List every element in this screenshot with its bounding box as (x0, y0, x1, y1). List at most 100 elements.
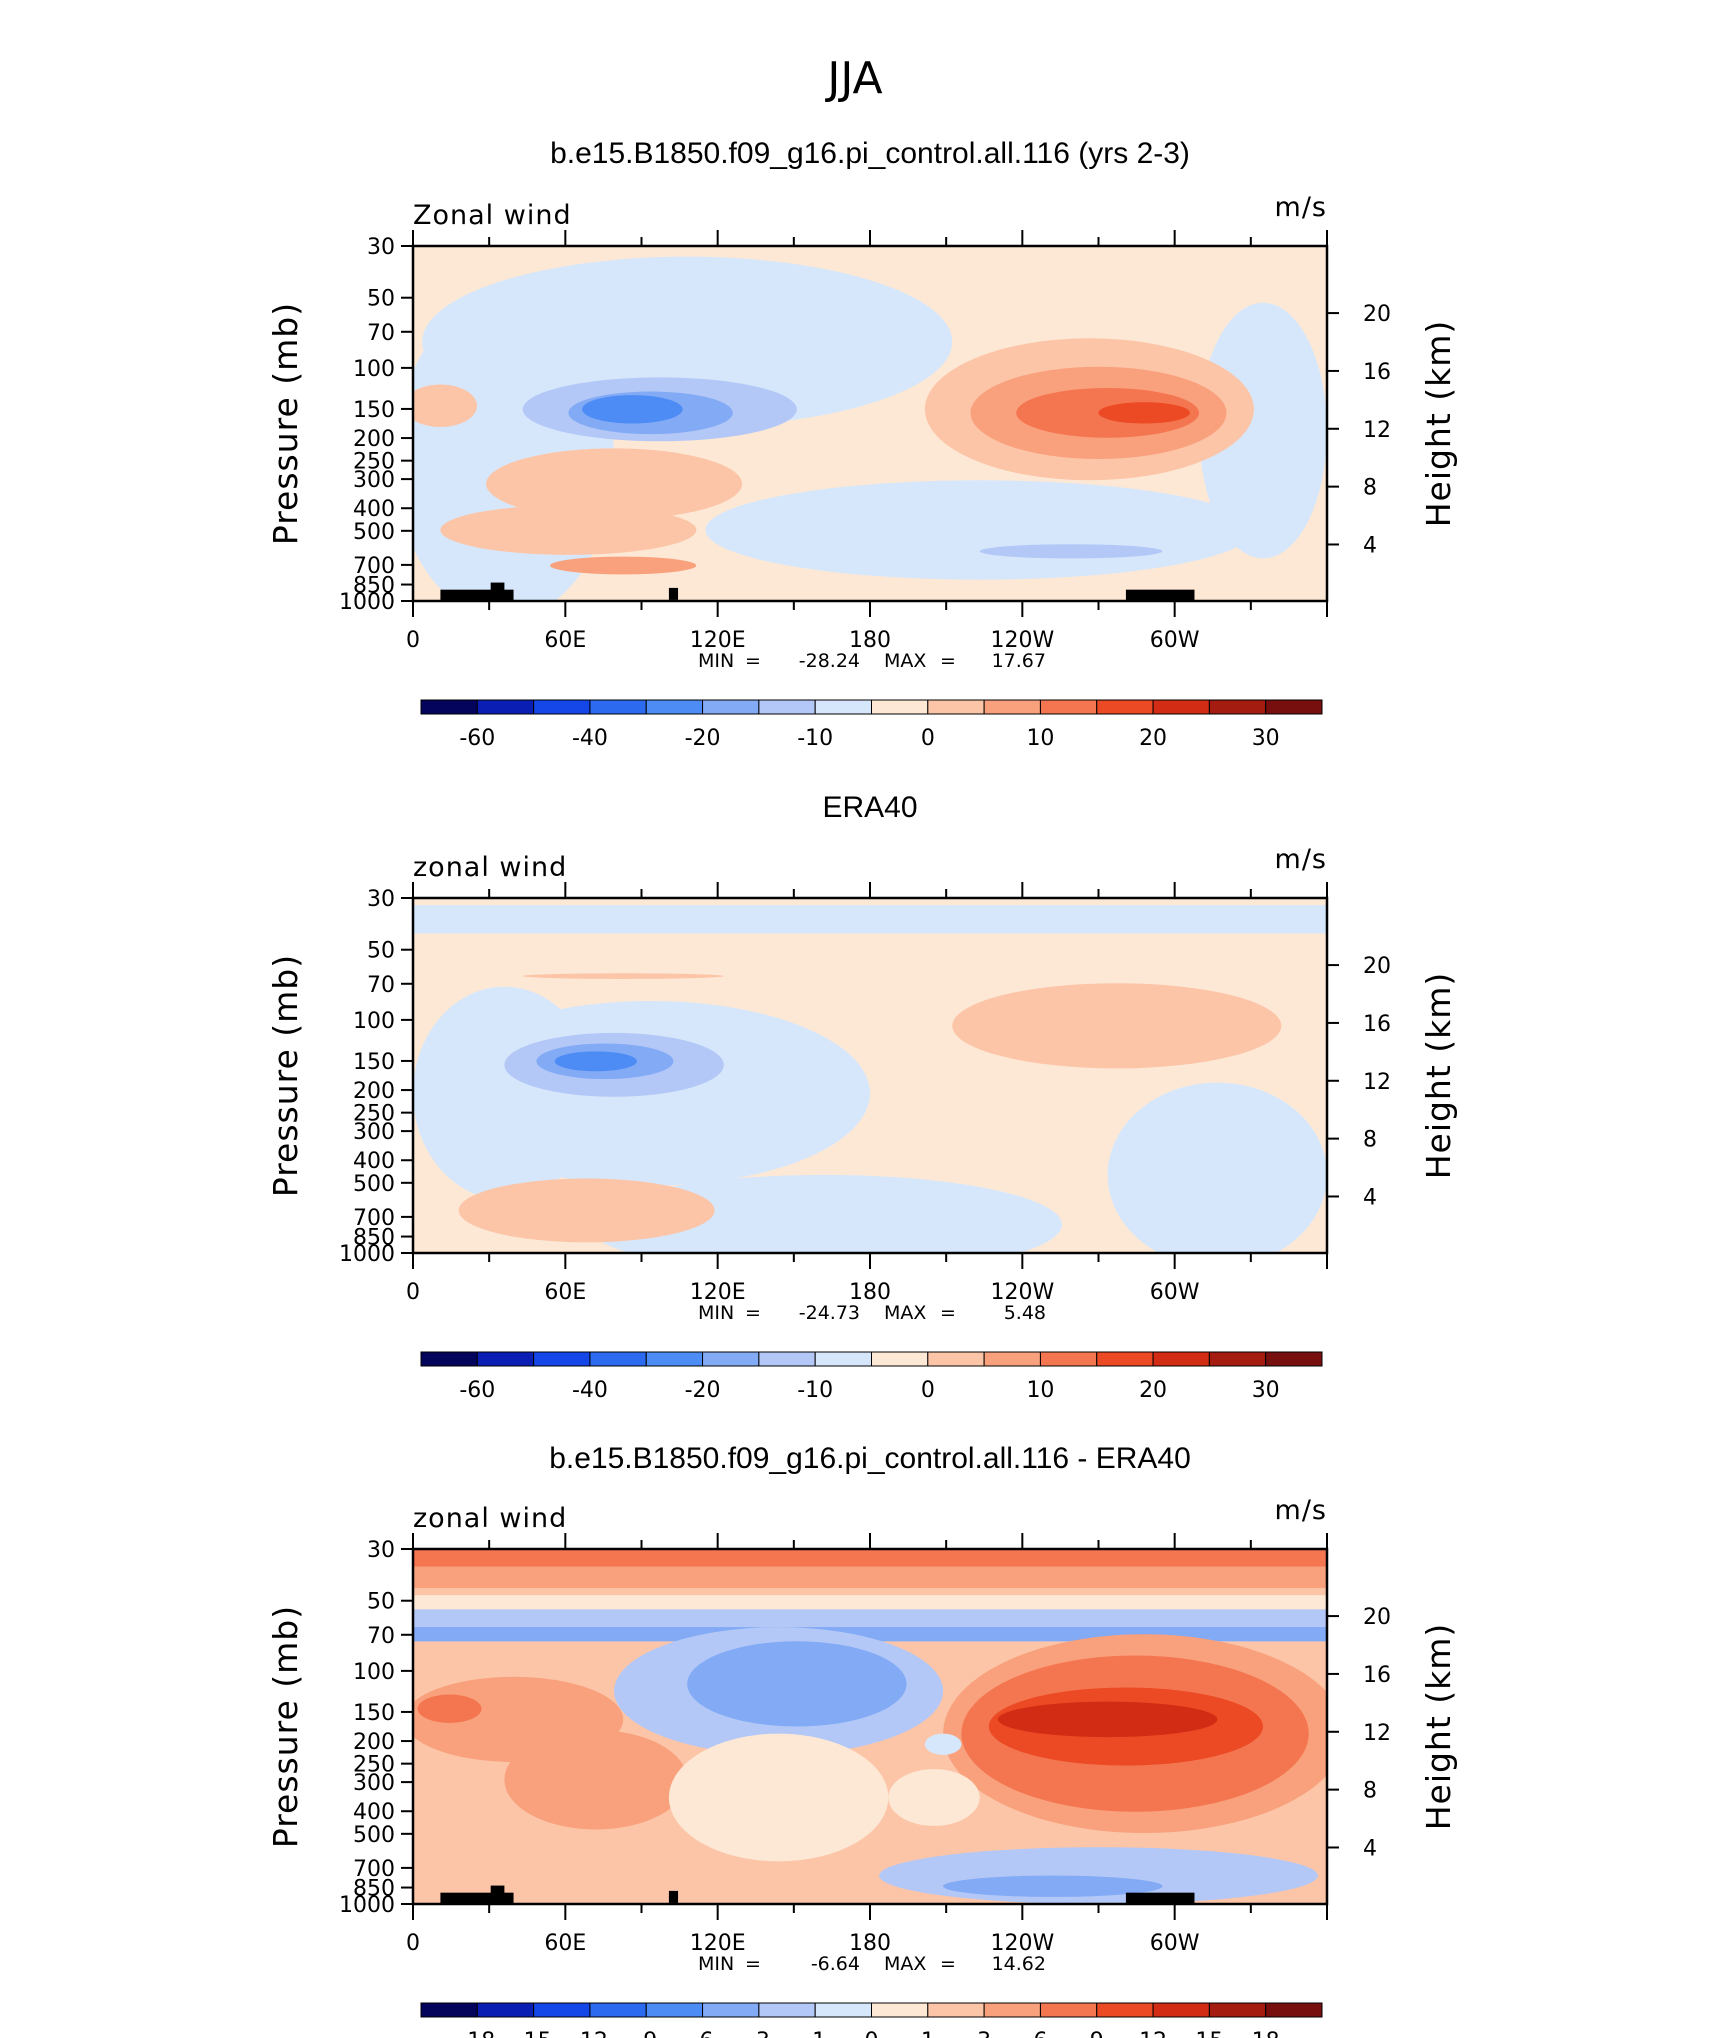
x-tick-label: 120E (690, 1280, 746, 1305)
colorbar-swatch (1039, 699, 1098, 715)
colorbar-label: 18 (1252, 2029, 1280, 2038)
contour-band (1107, 1082, 1327, 1253)
colorbar-label: -18 (459, 2029, 495, 2038)
colorbar-swatch (589, 1351, 647, 1367)
y-tick-label: 200 (353, 1730, 395, 1755)
variable-label: Zonal wind (413, 200, 572, 231)
colorbar-swatch (983, 1351, 1041, 1367)
y-tick-label: 300 (353, 1120, 395, 1145)
colorbar-swatch (702, 699, 760, 715)
contour-band (924, 1733, 962, 1755)
colorbar-swatch (1096, 2002, 1154, 2018)
max-label: MAX (884, 1953, 926, 1975)
units-label: m/s (1275, 844, 1327, 875)
colorbar-swatch (871, 1351, 929, 1367)
y-tick-label: 250 (353, 1102, 395, 1127)
contour-band (413, 1566, 1327, 1589)
colorbar-swatch (645, 1351, 704, 1367)
contour-band (413, 1595, 1327, 1610)
x-tick-label: 120W (990, 628, 1054, 653)
y-tick-label: 850 (353, 1877, 395, 1902)
y2-tick-label: 8 (1363, 1128, 1377, 1153)
panel-3: b.e15.B1850.f09_g16.pi_control.all.116 -… (266, 1442, 1458, 2038)
colorbar-swatch (1152, 1351, 1210, 1367)
colorbar-swatch (1208, 699, 1267, 715)
y2-tick-label: 4 (1363, 533, 1377, 558)
colorbar-label: -60 (459, 1378, 495, 1403)
x-tick-label: 180 (849, 628, 891, 653)
colorbar-swatch (533, 1351, 591, 1367)
x-tick-label: 0 (406, 628, 420, 653)
y2-tick-label: 4 (1363, 1185, 1377, 1210)
x-tick-label: 60W (1150, 1931, 1200, 1956)
contour-band (522, 973, 724, 979)
y-tick-label: 150 (353, 1701, 395, 1726)
contour-band (582, 395, 683, 424)
colorbar: -60 -40 -20 -10 0 10 20 30 (420, 699, 1323, 751)
min-value: -28.24 (799, 650, 860, 672)
colorbar-swatch (589, 2002, 647, 2018)
contour-band (458, 1178, 715, 1243)
y-tick-label: 700 (353, 1206, 395, 1231)
x-tick-label: 180 (849, 1280, 891, 1305)
contour-band (979, 544, 1163, 559)
orography (1125, 589, 1195, 601)
colorbar-swatch (476, 2002, 535, 2018)
figure-title: JJA (824, 53, 882, 104)
y-tick-label: 1000 (339, 590, 395, 615)
y-tick-label: 500 (353, 1172, 395, 1197)
colorbar-swatch (1265, 2002, 1323, 2018)
y-tick-label: 850 (353, 1226, 395, 1251)
y-tick-label: 400 (353, 1149, 395, 1174)
x-tick-label: 0 (406, 1931, 420, 1956)
colorbar-label: -20 (685, 1378, 721, 1403)
colorbar-label: 1 (921, 2029, 935, 2038)
y-axis-label: Pressure (mb) (266, 302, 305, 545)
y2-tick-label: 20 (1363, 954, 1391, 979)
colorbar-label: -9 (635, 2029, 657, 2038)
contour-band (1199, 302, 1327, 559)
contour-band (413, 905, 1327, 934)
x-tick-label: 120W (990, 1931, 1054, 1956)
colorbar-swatch (927, 2002, 985, 2018)
orography (490, 1885, 505, 1898)
colorbar-label: 30 (1252, 1378, 1280, 1403)
colorbar-swatch (1096, 1351, 1154, 1367)
min-value: -24.73 (799, 1302, 860, 1324)
min-equals: = (745, 650, 761, 672)
min-label: MIN (698, 650, 734, 672)
y-tick-label: 250 (353, 450, 395, 475)
contour-band (417, 1694, 482, 1723)
contour-band (413, 384, 477, 428)
panels: b.e15.B1850.f09_g16.pi_control.all.116 (… (266, 137, 1458, 2038)
y-tick-label: 100 (353, 1009, 395, 1034)
colorbar-swatch (645, 699, 704, 715)
orography (440, 1892, 514, 1904)
contour-band (554, 1051, 637, 1072)
colorbar-swatch (533, 699, 591, 715)
y-tick-label: 30 (367, 1538, 395, 1563)
colorbar-swatch (1152, 2002, 1210, 2018)
y-tick-label: 30 (367, 887, 395, 912)
y-tick-label: 500 (353, 1823, 395, 1848)
colorbar-label: 12 (1139, 2029, 1167, 2038)
max-label: MAX (884, 650, 926, 672)
y2-tick-label: 12 (1363, 1721, 1391, 1746)
contour-band (943, 1875, 1163, 1897)
colorbar-swatch (533, 2002, 591, 2018)
y2-tick-label: 12 (1363, 1070, 1391, 1095)
units-label: m/s (1275, 192, 1327, 223)
y-tick-label: 700 (353, 1857, 395, 1882)
colorbar-label: -10 (797, 1378, 833, 1403)
y-tick-label: 70 (367, 321, 395, 346)
x-tick-label: 60W (1150, 628, 1200, 653)
max-equals: = (940, 1953, 956, 1975)
y-tick-label: 150 (353, 398, 395, 423)
x-tick-label: 120E (690, 628, 746, 653)
min-equals: = (745, 1302, 761, 1324)
contour-band (668, 1733, 889, 1862)
orography (668, 587, 679, 600)
colorbar-label: -10 (797, 726, 833, 751)
contour-band (687, 1641, 907, 1727)
variable-label: zonal wind (413, 852, 567, 883)
